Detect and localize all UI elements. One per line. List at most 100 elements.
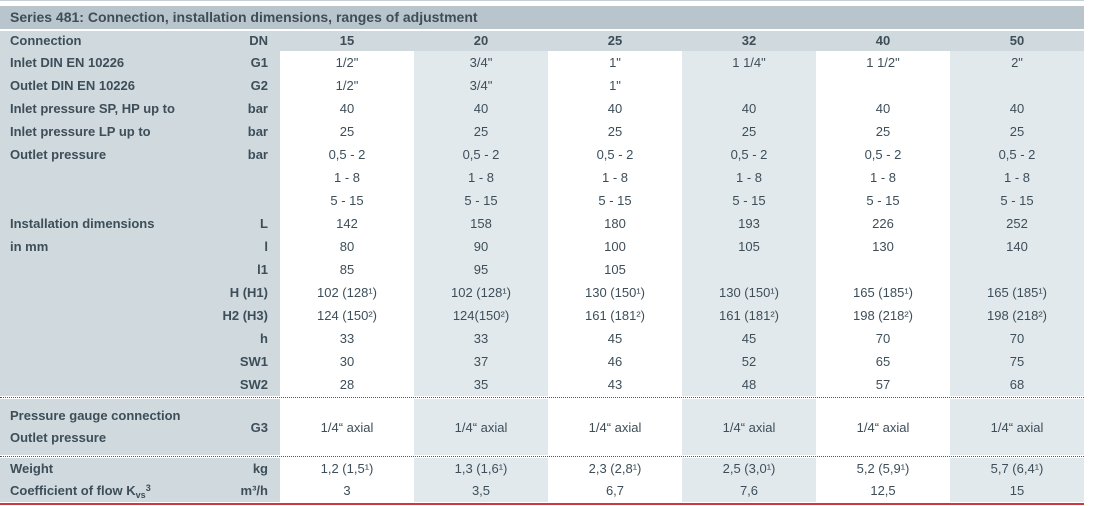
cell-dn32: 1/4“ axial — [682, 399, 816, 455]
cell-dn50: 2" — [950, 51, 1084, 74]
cell-dn20: 124(150²) — [414, 304, 548, 327]
cell-dn32: 52 — [682, 350, 816, 373]
row-dimension-L: Installation dimensions in mm L 142 158 … — [0, 212, 1084, 254]
row-label: Pressure gauge connection Outlet pressur… — [0, 399, 200, 455]
cell-dn40: 40 — [816, 97, 950, 120]
cell-dn50: 15 — [950, 480, 1084, 502]
row-unit: SW2 — [200, 373, 280, 396]
cell-dn50: 198 (218²) — [950, 304, 1084, 327]
cell-dn25: 1/4“ axial — [548, 399, 682, 455]
cell-dn15: 102 (128¹) — [280, 281, 414, 304]
cell-dn25: 40 — [548, 97, 682, 120]
cell-dn50 — [950, 74, 1084, 97]
cell-dn20: 95 — [414, 258, 548, 281]
cell-dn20: 1,3 (1,6¹) — [414, 458, 548, 480]
header-col-dn32: 32 — [682, 31, 816, 51]
row-label: Inlet DIN EN 10226 — [0, 51, 200, 74]
dotted-divider — [0, 397, 1084, 398]
cell-dn25: 25 — [548, 120, 682, 143]
row-kvs-flow-coefficient: Coefficient of flow Kvs3 m³/h 3 3,5 6,7 … — [0, 480, 1084, 502]
row-label — [0, 258, 200, 281]
cell-dn50: 75 — [950, 350, 1084, 373]
cell-dn32: 2,5 (3,0¹) — [682, 458, 816, 480]
row-label: Coefficient of flow Kvs3 — [0, 480, 200, 502]
row-label: Weight — [0, 458, 200, 480]
cell-dn15: 28 — [280, 373, 414, 396]
cell-dn15: 3 — [280, 480, 414, 502]
cell-dn32: 7,6 — [682, 480, 816, 502]
kvs-superscript: 3 — [145, 483, 151, 493]
cell-dn20: 37 — [414, 350, 548, 373]
cell-dn25: 161 (181²) — [548, 304, 682, 327]
row-unit: l — [200, 235, 280, 258]
spec-table: Series 481: Connection, installation dim… — [0, 6, 1084, 505]
cell-dn15: 80 — [280, 235, 414, 258]
dotted-divider — [0, 456, 1084, 457]
cell-dn25: 130 (150¹) — [548, 281, 682, 304]
cell-dn15: 1/2" — [280, 74, 414, 97]
row-unit: H (H1) — [200, 281, 280, 304]
cell-dn20: 33 — [414, 327, 548, 350]
cell-dn25: 100 — [548, 235, 682, 258]
cell-dn50: 25 — [950, 120, 1084, 143]
cell-dn25: 6,7 — [548, 480, 682, 502]
cell-dn25: 46 — [548, 350, 682, 373]
cell-dn40: 0,5 - 2 1 - 8 5 - 15 — [816, 143, 950, 212]
cell-dn40: 5,2 (5,9¹) — [816, 458, 950, 480]
cell-dn32: 45 — [682, 327, 816, 350]
cell-dn32: 130 (150¹) — [682, 281, 816, 304]
cell-dn50: 252 — [950, 212, 1084, 235]
cell-dn40: 1/4“ axial — [816, 399, 950, 455]
cell-dn15: 124 (150²) — [280, 304, 414, 327]
cell-dn20: 35 — [414, 373, 548, 396]
cell-dn40: 25 — [816, 120, 950, 143]
cell-dn40: 65 — [816, 350, 950, 373]
cell-dn50: 68 — [950, 373, 1084, 396]
cell-dn32: 105 — [682, 235, 816, 258]
cell-dn25: 1" — [548, 74, 682, 97]
cell-dn50 — [950, 258, 1084, 281]
cell-dn15: 40 — [280, 97, 414, 120]
row-label — [0, 373, 200, 396]
cell-dn40: 70 — [816, 327, 950, 350]
row-unit: bar — [200, 97, 280, 120]
row-dimension-sw2: SW2 28 35 43 48 57 68 — [0, 373, 1084, 396]
row-label: Inlet pressure LP up to — [0, 120, 200, 143]
row-dimension-H2-H3: H2 (H3) 124 (150²) 124(150²) 161 (181²) … — [0, 304, 1084, 327]
cell-dn20: 25 — [414, 120, 548, 143]
cell-dn20: 1/4“ axial — [414, 399, 548, 455]
row-outlet-pressure-ranges: Outlet pressure bar 0,5 - 2 1 - 8 5 - 15… — [0, 143, 1084, 212]
table-header-row: Connection DN 15 20 25 32 40 50 — [0, 31, 1084, 51]
cell-dn40: 12,5 — [816, 480, 950, 502]
row-unit: G2 — [200, 74, 280, 97]
row-label: Outlet DIN EN 10226 — [0, 74, 200, 97]
row-label — [0, 350, 200, 373]
header-connection-label: Connection — [0, 31, 200, 51]
cell-dn40: 165 (185¹) — [816, 281, 950, 304]
row-label — [0, 281, 200, 304]
cell-dn50: 1/4“ axial — [950, 399, 1084, 455]
cell-dn15: 30 — [280, 350, 414, 373]
row-unit: G3 — [200, 399, 280, 455]
cell-dn15: 1,2 (1,5¹) — [280, 458, 414, 480]
cell-dn32: 193 — [682, 212, 816, 235]
row-outlet-g2: Outlet DIN EN 10226 G2 1/2" 3/4" 1" — [0, 74, 1084, 97]
row-unit: l1 — [200, 258, 280, 281]
row-label: Outlet pressure — [0, 143, 200, 212]
cell-dn15: 0,5 - 2 1 - 8 5 - 15 — [280, 143, 414, 212]
cell-dn40: 226 — [816, 212, 950, 235]
header-col-dn15: 15 — [280, 31, 414, 51]
cell-dn25: 2,3 (2,8¹) — [548, 458, 682, 480]
cell-dn15: 142 — [280, 212, 414, 235]
row-unit: bar — [200, 120, 280, 143]
cell-dn32: 40 — [682, 97, 816, 120]
header-col-dn25: 25 — [548, 31, 682, 51]
cell-dn25: 1" — [548, 51, 682, 74]
row-dimension-H-H1: H (H1) 102 (128¹) 102 (128¹) 130 (150¹) … — [0, 281, 1084, 304]
cell-dn40: 1 1/2" — [816, 51, 950, 74]
row-dimension-l: l 80 90 100 105 130 140 — [0, 235, 1084, 258]
cell-dn20: 3/4" — [414, 51, 548, 74]
header-col-dn20: 20 — [414, 31, 548, 51]
cell-dn20: 102 (128¹) — [414, 281, 548, 304]
cell-dn50: 0,5 - 2 1 - 8 5 - 15 — [950, 143, 1084, 212]
